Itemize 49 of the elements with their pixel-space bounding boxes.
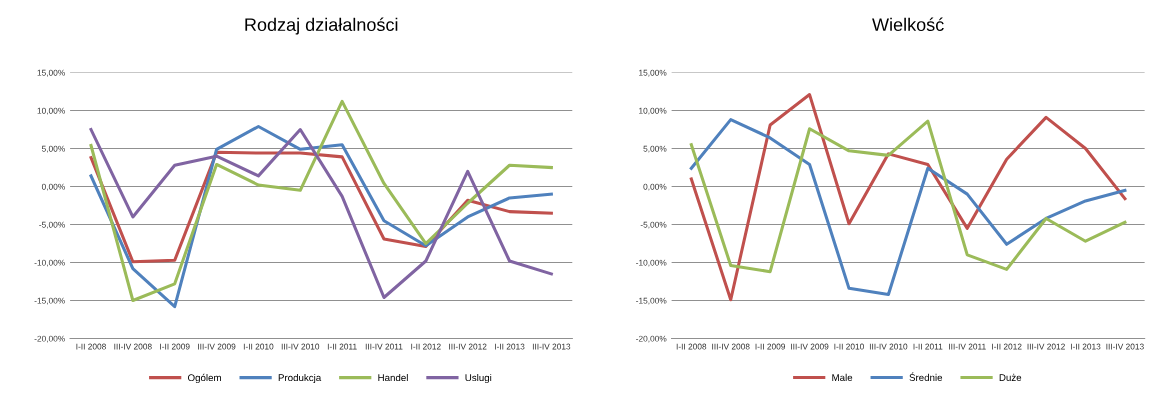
- y-tick-label: -15,00%: [636, 297, 667, 305]
- legend-label: Ogólem: [188, 373, 221, 384]
- x-tick-label: I-II 2008: [76, 343, 106, 350]
- x-tick-label: III-IV 2008: [114, 343, 152, 350]
- x-tick-label: III-IV 2009: [791, 343, 829, 350]
- x-tick-label: I-II 2008: [676, 343, 707, 350]
- x-tick-label: I-II 2009: [160, 343, 190, 350]
- x-tick-label: III-IV 2011: [365, 343, 403, 350]
- x-tick-label: I-II 2012: [992, 343, 1022, 350]
- y-tick-label: 5,00%: [643, 145, 667, 153]
- y-tick-label: 10,00%: [37, 107, 65, 115]
- x-tick-label: I-II 2013: [1070, 343, 1101, 350]
- x-tick-label: III-IV 2010: [869, 343, 908, 350]
- x-tick-label: I-II 2010: [243, 343, 274, 350]
- y-tick-label: 15,00%: [639, 69, 667, 77]
- y-tick-label: 15,00%: [37, 69, 65, 77]
- x-tick-label: I-II 2012: [411, 343, 441, 350]
- y-tick-label: -20,00%: [34, 335, 65, 343]
- chart-title: Rodzaj działalności: [245, 17, 398, 35]
- legend-label: Handel: [378, 373, 408, 382]
- x-tick-label: I-II 2010: [834, 343, 864, 350]
- y-tick-label: 0,00%: [643, 183, 667, 191]
- legend-label: Średnie: [909, 372, 943, 382]
- x-tick-label: I-II 2011: [327, 343, 357, 350]
- legend-label: Produkcja: [278, 373, 322, 384]
- x-tick-label: III-IV 2011: [949, 343, 986, 350]
- x-tick-label: III-IV 2012: [449, 343, 487, 350]
- x-tick-label: I-II 2011: [913, 343, 943, 350]
- chart-title: Wielkość: [872, 17, 944, 32]
- y-tick-label: -10,00%: [34, 259, 65, 267]
- y-tick-label: 5,00%: [41, 145, 65, 153]
- x-tick-label: III-IV 2013: [1106, 343, 1144, 350]
- y-tick-label: -15,00%: [34, 297, 65, 305]
- y-tick-label: -20,00%: [636, 335, 667, 343]
- y-tick-label: 0,00%: [41, 183, 65, 191]
- x-tick-label: III-IV 2013: [532, 343, 571, 350]
- x-tick-label: I-II 2013: [495, 343, 525, 350]
- legend-label: Uslugi: [465, 373, 492, 384]
- y-tick-label: 10,00%: [639, 107, 667, 115]
- x-tick-label: III-IV 2008: [712, 343, 750, 350]
- legend-label: Duże: [999, 373, 1022, 382]
- x-tick-label: III-IV 2012: [1027, 343, 1065, 350]
- y-tick-label: -5,00%: [640, 221, 667, 229]
- x-tick-label: III-IV 2010: [281, 343, 320, 350]
- x-tick-label: I-II 2009: [755, 343, 786, 350]
- legend-label: Male: [832, 373, 853, 382]
- y-tick-label: -10,00%: [636, 259, 667, 267]
- y-tick-label: -5,00%: [39, 221, 65, 229]
- x-tick-label: III-IV 2009: [198, 343, 236, 350]
